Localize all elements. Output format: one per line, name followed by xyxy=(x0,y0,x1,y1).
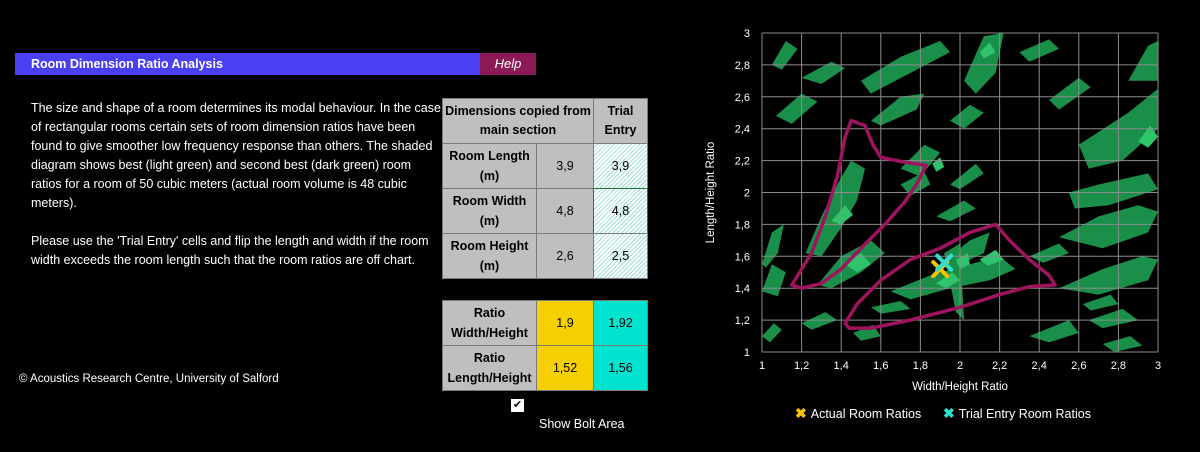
ratio-width-height-trial: 1,92 xyxy=(593,300,648,346)
second-best-ratio-region xyxy=(1059,205,1158,249)
legend-actual: ✖ Actual Room Ratios xyxy=(795,405,921,422)
x-tick-label: 1,4 xyxy=(834,360,849,372)
y-tick-label: 2 xyxy=(744,188,750,200)
room-length-label: Room Length (m) xyxy=(442,143,537,189)
second-best-ratio-region xyxy=(1049,77,1091,110)
second-best-ratio-region xyxy=(1068,173,1158,209)
second-best-ratio-region xyxy=(861,41,951,94)
intro-paragraph-1: The size and shape of a room determines … xyxy=(31,101,441,210)
room-width-trial-input[interactable]: 4,8 xyxy=(593,188,648,234)
legend-trial-label: Trial Entry Room Ratios xyxy=(958,406,1091,421)
room-height-value: 2,6 xyxy=(536,233,594,279)
second-best-ratio-region xyxy=(762,323,782,343)
dims-header-main: Dimensions copied from main section xyxy=(442,98,594,144)
second-best-ratio-region xyxy=(950,163,984,190)
bolt-area-outline xyxy=(843,222,1057,330)
best-ratio-region xyxy=(845,253,871,273)
best-ratio-region xyxy=(1138,125,1158,148)
second-best-ratio-region xyxy=(1088,308,1139,329)
x-tick-label: 2,2 xyxy=(992,360,1007,372)
x-marker-icon: ✖ xyxy=(795,405,807,421)
page-title: Room Dimension Ratio Analysis xyxy=(15,53,480,75)
second-best-ratio-region xyxy=(801,61,846,84)
room-width-label: Room Width (m) xyxy=(442,188,537,234)
x-tick-label: 2,4 xyxy=(1032,360,1047,372)
second-best-ratio-region xyxy=(771,41,798,70)
second-best-ratio-region xyxy=(1102,336,1143,352)
show-bolt-area-checkbox[interactable]: ✔ xyxy=(511,399,524,412)
second-best-ratio-region xyxy=(1128,41,1158,81)
x-tick-label: 1,6 xyxy=(873,360,888,372)
second-best-ratio-region xyxy=(950,104,984,129)
legend-trial: ✖ Trial Entry Room Ratios xyxy=(943,405,1091,422)
x-tick-label: 3 xyxy=(1155,360,1161,372)
y-tick-label: 3 xyxy=(744,28,750,40)
best-ratio-region xyxy=(979,249,1004,266)
second-best-ratio-region xyxy=(1082,294,1119,311)
x-tick-label: 2 xyxy=(957,360,963,372)
ratio-width-height-actual: 1,9 xyxy=(536,300,594,346)
room-length-trial-input[interactable]: 3,9 xyxy=(593,143,648,189)
second-best-ratio-region xyxy=(801,312,838,330)
y-tick-label: 2,2 xyxy=(735,156,750,168)
x-tick-label: 1,2 xyxy=(794,360,809,372)
legend-actual-label: Actual Room Ratios xyxy=(810,406,922,421)
room-height-label: Room Height (m) xyxy=(442,233,537,279)
ratio-width-height-label: Ratio Width/Height xyxy=(442,300,537,346)
x-tick-label: 1 xyxy=(759,360,765,372)
room-width-value: 4,8 xyxy=(536,188,594,234)
y-tick-label: 1,8 xyxy=(735,219,750,231)
best-ratio-region xyxy=(936,272,960,289)
y-tick-label: 2,8 xyxy=(735,60,750,72)
show-bolt-area-label: Show Bolt Area xyxy=(539,417,625,431)
x-marker-icon: ✖ xyxy=(943,405,955,421)
second-best-ratio-region xyxy=(775,93,818,124)
room-length-value: 3,9 xyxy=(536,143,594,189)
room-ratio-chart: 1 1,2 1,4 1,6 1,8 2 2,2 2,4 2,6 2,8 3 1 1,2 1,4 1,6 1,8… xyxy=(705,28,1161,393)
second-best-ratio-region xyxy=(1059,256,1158,295)
y-tick-label: 1,6 xyxy=(735,251,750,263)
room-height-trial-input[interactable]: 2,5 xyxy=(593,233,648,279)
dims-header-trial: Trial Entry xyxy=(593,98,648,144)
y-tick-label: 2,4 xyxy=(735,124,750,136)
trial-entry-room-ratio-point xyxy=(935,253,954,272)
x-axis-label: Width/Height Ratio xyxy=(912,381,1008,393)
y-tick-label: 1,2 xyxy=(735,315,750,327)
help-button[interactable]: Help xyxy=(480,53,536,75)
bolt-area-outline xyxy=(789,118,929,290)
best-ratio-region xyxy=(831,205,854,225)
y-tick-label: 1 xyxy=(744,347,750,359)
y-tick-label: 2,6 xyxy=(735,92,750,104)
second-best-ratio-region xyxy=(964,33,1004,94)
copyright-text: © Acoustics Research Centre, University … xyxy=(19,373,279,385)
ratio-length-height-actual: 1,52 xyxy=(536,345,594,391)
second-best-ratio-region xyxy=(1029,320,1079,343)
second-best-ratio-region xyxy=(870,93,925,126)
y-tick-label: 1,4 xyxy=(735,283,750,295)
x-tick-label: 1,8 xyxy=(913,360,928,372)
ratio-length-height-trial: 1,56 xyxy=(593,345,648,391)
intro-text: The size and shape of a room determines … xyxy=(31,99,441,270)
y-axis-label: Length/Height Ratio xyxy=(705,142,717,244)
second-best-ratio-region xyxy=(936,200,976,222)
x-tick-label: 2,6 xyxy=(1071,360,1086,372)
best-ratio-region xyxy=(979,42,996,59)
x-tick-label: 2,8 xyxy=(1111,360,1126,372)
best-ratio-region xyxy=(956,253,970,270)
ratio-length-height-label: Ratio Length/Height xyxy=(442,345,537,391)
intro-paragraph-2: Please use the 'Trial Entry' cells and f… xyxy=(31,234,429,267)
